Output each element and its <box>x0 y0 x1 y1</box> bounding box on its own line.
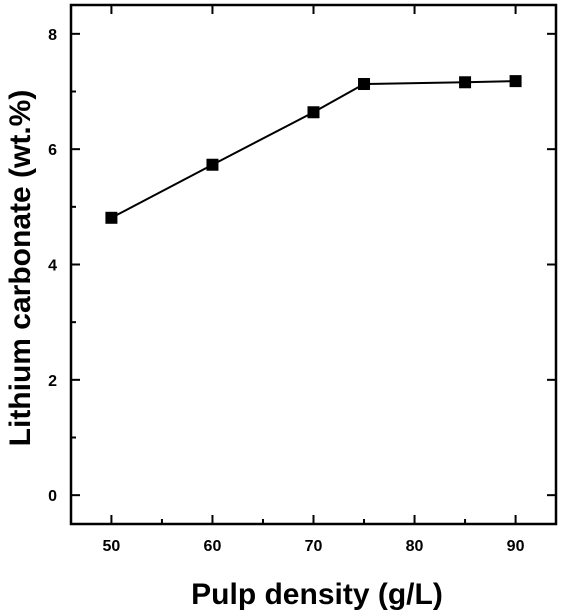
x-tick-label: 80 <box>406 538 424 555</box>
series-line <box>110 80 516 219</box>
y-axis-ticks: 0 2 4 6 8 <box>48 27 556 505</box>
x-tick-label: 60 <box>204 538 222 555</box>
data-point <box>509 75 522 88</box>
x-tick-label: 70 <box>305 538 323 555</box>
y-tick-label: 4 <box>48 258 57 275</box>
x-axis-ticks: 50 60 70 80 90 <box>103 5 525 555</box>
x-axis-title: Pulp density (g/L) <box>191 578 443 611</box>
data-point <box>206 158 219 171</box>
y-tick-label: 6 <box>48 142 57 159</box>
data-point <box>307 106 320 119</box>
x-tick-label: 50 <box>103 538 121 555</box>
data-point <box>459 76 472 89</box>
series-layer <box>105 75 522 224</box>
y-tick-label: 2 <box>48 373 57 390</box>
x-tick-label: 90 <box>507 538 525 555</box>
data-point <box>358 78 371 91</box>
y-tick-label: 8 <box>48 27 57 44</box>
y-tick-label: 0 <box>48 488 57 505</box>
y-axis-title: Lithium carbonate (wt.%) <box>4 90 37 447</box>
data-point <box>105 211 118 224</box>
